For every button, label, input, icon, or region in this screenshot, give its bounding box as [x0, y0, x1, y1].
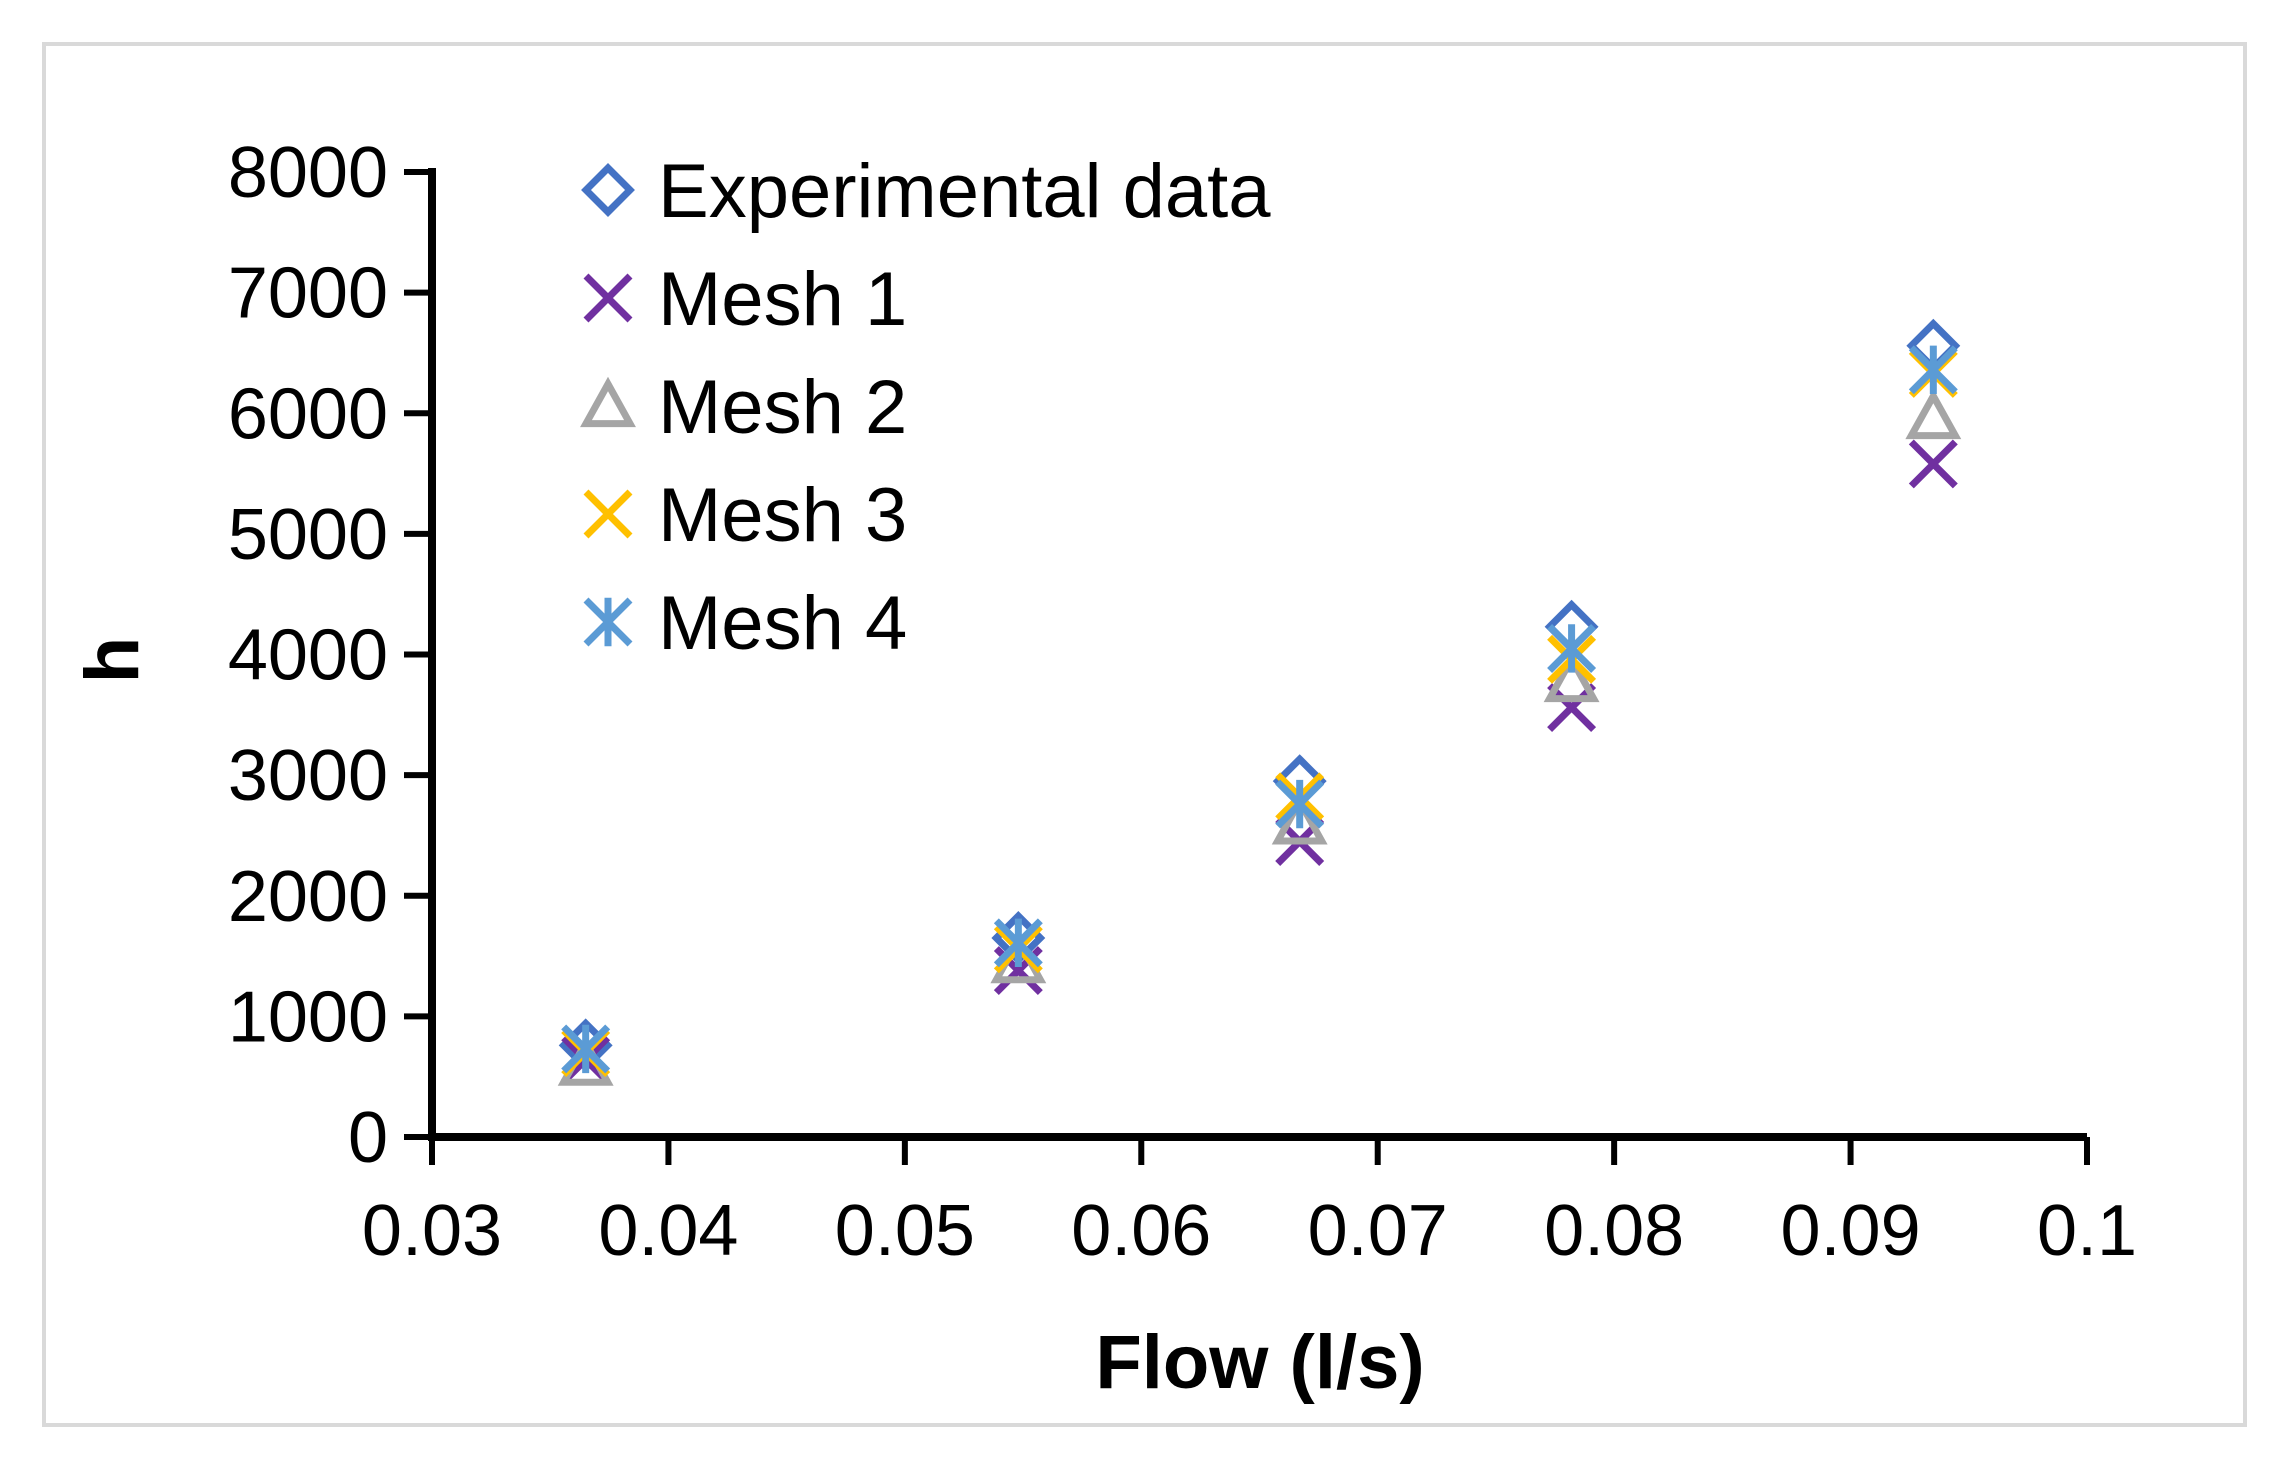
legend-marker-4 — [583, 489, 633, 539]
data-points — [557, 318, 1962, 1086]
legend-marker-5 — [583, 597, 633, 647]
y-tick-label: 3000 — [228, 736, 388, 816]
data-point-series-5 — [1275, 779, 1325, 829]
legend-marker-1 — [581, 163, 635, 217]
y-tick-label: 7000 — [228, 254, 388, 334]
x-tick-label: 0.03 — [362, 1191, 502, 1271]
legend: Experimental data Mesh 1 Mesh 2 Mesh 3 Mesh … — [580, 149, 1271, 666]
data-point-series-3 — [1543, 651, 1600, 703]
x-tick-label: 0.1 — [2037, 1191, 2137, 1271]
y-tick-label: 1000 — [228, 977, 388, 1057]
x-tick-label: 0.08 — [1544, 1191, 1684, 1271]
legend-label-1: Experimental data — [658, 149, 1271, 234]
legend-label-4: Mesh 3 — [658, 473, 907, 558]
legend-label-2: Mesh 1 — [658, 257, 907, 342]
y-tick-label: 0 — [348, 1098, 388, 1178]
chart-frame — [42, 42, 2247, 1427]
legend-label-3: Mesh 2 — [658, 365, 907, 450]
x-tick-label: 0.04 — [598, 1191, 738, 1271]
legend-marker-3 — [580, 376, 636, 428]
y-tick-label: 4000 — [228, 616, 388, 696]
y-tick-label: 8000 — [228, 133, 388, 213]
data-point-series-5 — [993, 918, 1043, 968]
x-tick-label: 0.07 — [1308, 1191, 1448, 1271]
x-axis-title: Flow (l/s) — [1095, 1320, 1424, 1405]
data-point-series-5 — [561, 1024, 611, 1074]
x-tick-label: 0.06 — [1071, 1191, 1211, 1271]
y-tick-label: 5000 — [228, 495, 388, 575]
legend-label-5: Mesh 4 — [658, 581, 907, 666]
ticks: 0 1000 2000 3000 4000 5000 6000 7000 8000 0.03 0.0… — [228, 133, 2137, 1271]
data-point-series-2 — [1908, 439, 1958, 489]
x-tick-label: 0.05 — [835, 1191, 975, 1271]
data-point-series-3 — [1271, 794, 1328, 845]
data-point-series-5 — [1547, 623, 1597, 673]
y-tick-label: 6000 — [228, 374, 388, 454]
y-axis-title: h — [70, 637, 155, 683]
y-tick-label: 2000 — [228, 857, 388, 937]
data-point-series-5 — [1908, 345, 1958, 395]
data-point-series-3 — [1905, 388, 1962, 440]
legend-marker-2 — [583, 273, 633, 323]
data-point-series-2 — [1547, 683, 1597, 733]
x-tick-label: 0.09 — [1781, 1191, 1921, 1271]
